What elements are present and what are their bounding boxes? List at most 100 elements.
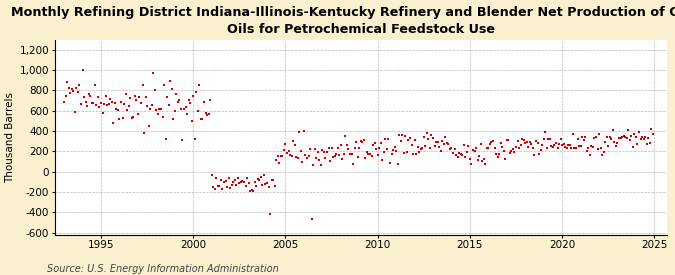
Point [213,183,223,188]
Point [587,144,598,149]
Point [446,146,457,150]
Point [510,144,521,149]
Text: Source: U.S. Energy Information Administration: Source: U.S. Energy Information Administ… [47,264,279,274]
Point [572,137,583,142]
Point [335,143,346,148]
Point [220,179,231,184]
Point [259,172,269,177]
Point [125,95,136,100]
Point [364,152,375,156]
Point [549,143,560,147]
Point [207,173,217,177]
Point [379,150,389,154]
Point [111,107,122,111]
Point [179,107,190,111]
Point [632,142,643,146]
Point [595,145,606,150]
Point [92,95,103,99]
Point [645,141,655,146]
Point [340,134,351,138]
Point [426,133,437,137]
Point [325,158,335,163]
Point [263,185,274,189]
Point [314,158,325,162]
Point [491,152,502,156]
Point [72,90,83,95]
Point [225,186,236,190]
Point [448,150,458,155]
Point [515,143,526,147]
Point [100,93,111,98]
Point [60,94,71,98]
Point [151,108,162,112]
Point [432,139,443,144]
Point [547,145,558,150]
Point [429,144,440,148]
Point [88,101,99,106]
Point [457,153,468,158]
Point [165,79,176,83]
Point [79,95,90,99]
Point [202,113,213,117]
Point [532,140,543,145]
Point [59,100,70,104]
Point [190,136,200,141]
Point [504,150,515,155]
Point [454,150,464,155]
Point [397,133,408,137]
Point [163,102,174,107]
Point [280,142,291,147]
Point [604,134,615,139]
Point [441,141,452,145]
Point [146,103,157,107]
Point [438,142,449,147]
Point [612,141,623,146]
Point [304,147,315,151]
Point [463,144,474,149]
Point [160,137,171,141]
Point [130,94,140,98]
Point [103,102,114,107]
Point [120,92,131,96]
Point [586,144,597,149]
Point [230,177,240,182]
Point [223,175,234,180]
Point [329,153,340,158]
Point [113,108,124,112]
Point [531,139,541,143]
Point [140,95,151,100]
Point [509,150,520,155]
Point [630,135,641,140]
Point [635,137,646,142]
Point [477,159,487,163]
Point [620,134,630,139]
Point [66,87,77,91]
Point [529,152,540,157]
Y-axis label: Thousand Barrels: Thousand Barrels [5,92,16,183]
Point [556,137,566,142]
Point [62,80,73,85]
Point [108,120,119,125]
Point [238,180,249,184]
Point [86,101,97,105]
Point [70,110,80,115]
Point [197,117,208,122]
Point [260,182,271,186]
Point [269,184,280,188]
Point [600,140,611,144]
Point [82,103,92,108]
Point [603,144,614,148]
Point [394,133,404,137]
Point [410,151,421,156]
Point [194,82,205,87]
Point [334,152,345,157]
Point [331,152,342,156]
Point [462,150,472,155]
Point [389,144,400,149]
Point [332,146,343,150]
Point [398,150,409,155]
Point [115,99,126,104]
Point [355,138,366,143]
Point [97,111,108,116]
Point [647,132,658,136]
